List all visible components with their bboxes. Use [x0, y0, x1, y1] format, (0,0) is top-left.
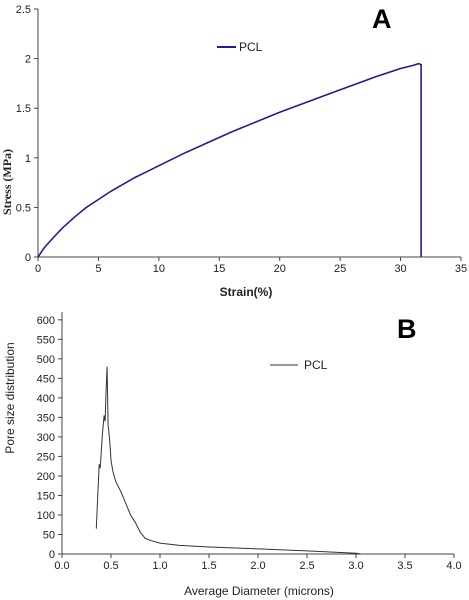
chart-b-y-tick-label: 50: [43, 529, 55, 541]
chart-b-y-tick-label: 600: [37, 315, 55, 327]
chart-b-series-line-pcl: [95, 366, 361, 555]
chart-b-x-ticks: 0.0 0.5 1.0 1.5 2.0 2.5 3.0 3.5 4.0: [54, 554, 462, 572]
chart-b-y-tick-label: 100: [37, 510, 55, 522]
chart-a-series-line-pcl: [37, 62, 422, 258]
chart-b-x-tick-label: 0.0: [54, 560, 69, 572]
chart-a-y-tick-label: 0: [25, 252, 31, 264]
chart-a-x-axis-title: Strain(%): [220, 285, 273, 299]
chart-b-y-tick-label: 350: [37, 412, 55, 424]
chart-b-legend: PCL: [270, 358, 328, 372]
chart-b-x-tick-label: 0.5: [103, 560, 118, 572]
chart-a-y-tick-label: 1.5: [16, 103, 31, 115]
chart-b-x-tick-label: 1.5: [201, 560, 216, 572]
chart-b-x-tick-label: 3.5: [397, 560, 412, 572]
chart-b-panel-label: B: [397, 314, 417, 344]
chart-b-x-tick-label: 3.0: [348, 560, 363, 572]
chart-b-axes: [61, 312, 454, 555]
chart-a-y-tick-label: 2.5: [16, 4, 31, 16]
chart-b-x-tick-label: 4.0: [446, 560, 461, 572]
chart-a-y-tick-label: 1: [25, 153, 31, 165]
chart-b-y-tick-label: 300: [37, 432, 55, 444]
chart-b-y-axis-title: Pore size distribution: [3, 342, 17, 453]
chart-a-y-axis-title: Stress (MPa): [0, 149, 14, 215]
chart-a-x-tick-label: 35: [455, 263, 467, 275]
chart-b-y-tick-label: 200: [37, 471, 55, 483]
chart-a-panel-label: A: [372, 4, 392, 34]
chart-a-legend-label: PCL: [239, 40, 263, 54]
chart-b-y-tick-label: 400: [37, 393, 55, 405]
chart-a: A 0 5 10 15 20 25 30 35 0 0.5 1 1.5 2 2.5 PCL Strain…: [0, 4, 467, 299]
chart-b-y-tick-label: 500: [37, 354, 55, 366]
chart-a-x-ticks: 0 5 10 15 20 25 30 35: [35, 257, 467, 275]
chart-b-x-axis-title: Average Diameter (microns): [184, 584, 334, 598]
chart-a-x-tick-label: 30: [394, 263, 406, 275]
chart-a-axes: [37, 9, 461, 258]
chart-a-x-tick-label: 5: [95, 263, 101, 275]
chart-b-y-tick-label: 550: [37, 334, 55, 346]
chart-b-y-tick-label: 0: [49, 549, 55, 561]
chart-b-y-tick-label: 150: [37, 490, 55, 502]
chart-a-x-tick-label: 10: [153, 263, 165, 275]
chart-a-y-ticks: 0 0.5 1 1.5 2 2.5: [16, 4, 38, 264]
chart-a-x-tick-label: 0: [35, 263, 41, 275]
chart-b-x-tick-label: 2.0: [250, 560, 265, 572]
chart-a-legend: PCL: [217, 40, 263, 54]
chart-a-x-tick-label: 15: [213, 263, 225, 275]
chart-b-x-tick-label: 1.0: [152, 560, 167, 572]
chart-a-x-tick-label: 20: [274, 263, 286, 275]
chart-a-y-tick-label: 0.5: [16, 202, 31, 214]
chart-b: B 0.0 0.5 1.0 1.5 2.0 2.5 3.0 3.5 4.0 0 50 100 150 2…: [3, 312, 462, 598]
chart-b-x-tick-label: 2.5: [299, 560, 314, 572]
chart-b-y-tick-label: 250: [37, 451, 55, 463]
chart-a-y-tick-label: 2: [25, 54, 31, 66]
chart-a-x-tick-label: 25: [334, 263, 346, 275]
chart-b-y-tick-label: 450: [37, 373, 55, 385]
chart-b-legend-label: PCL: [304, 358, 328, 372]
chart-b-y-ticks: 0 50 100 150 200 250 300 350 400 450 500 550 600: [37, 315, 62, 561]
